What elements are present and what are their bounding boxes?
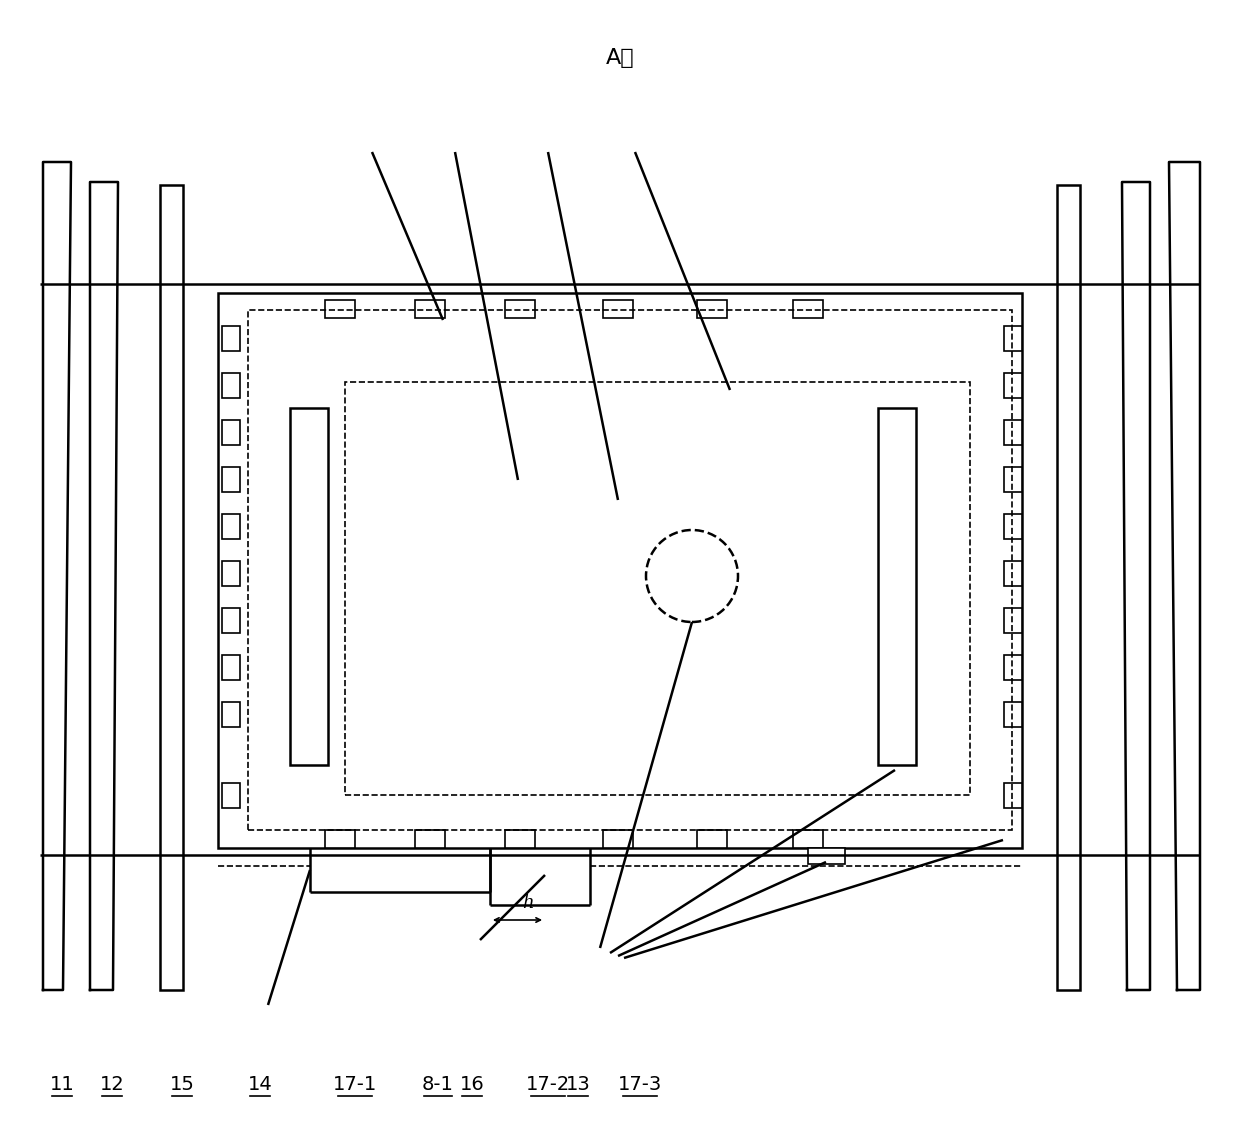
Bar: [603, 829, 632, 848]
Polygon shape: [43, 162, 71, 990]
Bar: [603, 300, 632, 318]
Bar: [1004, 655, 1022, 680]
Bar: [1004, 514, 1022, 539]
Bar: [1004, 420, 1022, 445]
Bar: [325, 829, 355, 848]
Text: 15: 15: [170, 1075, 195, 1094]
Text: 11: 11: [50, 1075, 74, 1094]
Bar: [222, 373, 241, 398]
Bar: [222, 467, 241, 492]
Bar: [345, 382, 970, 795]
Text: 17-2: 17-2: [526, 1075, 570, 1094]
Bar: [1056, 185, 1080, 990]
Bar: [222, 655, 241, 680]
Bar: [878, 408, 916, 765]
Text: 12: 12: [99, 1075, 124, 1094]
Bar: [505, 829, 534, 848]
Text: 14: 14: [248, 1075, 273, 1094]
Bar: [794, 300, 823, 318]
Bar: [697, 829, 727, 848]
Polygon shape: [1122, 181, 1149, 990]
Polygon shape: [91, 181, 118, 990]
Bar: [290, 408, 329, 765]
Bar: [1004, 607, 1022, 633]
Polygon shape: [1169, 162, 1200, 990]
Bar: [222, 607, 241, 633]
Bar: [505, 300, 534, 318]
Bar: [808, 848, 844, 864]
Bar: [415, 829, 445, 848]
Bar: [1004, 467, 1022, 492]
Bar: [697, 300, 727, 318]
Text: h: h: [522, 894, 533, 912]
Bar: [1004, 326, 1022, 350]
Bar: [222, 514, 241, 539]
Bar: [1004, 783, 1022, 808]
Text: 17-3: 17-3: [618, 1075, 662, 1094]
Text: 17-1: 17-1: [332, 1075, 377, 1094]
Bar: [222, 326, 241, 350]
Bar: [222, 420, 241, 445]
Bar: [218, 293, 1022, 848]
Text: 16: 16: [460, 1075, 485, 1094]
Text: 13: 13: [565, 1075, 590, 1094]
Bar: [415, 300, 445, 318]
Bar: [325, 300, 355, 318]
Bar: [160, 185, 184, 990]
Bar: [222, 561, 241, 586]
Bar: [248, 310, 1012, 829]
Bar: [222, 702, 241, 727]
Bar: [1004, 373, 1022, 398]
Text: 8-1: 8-1: [422, 1075, 454, 1094]
Bar: [794, 829, 823, 848]
Text: A向: A向: [605, 48, 635, 68]
Bar: [1004, 561, 1022, 586]
Bar: [222, 783, 241, 808]
Bar: [1004, 702, 1022, 727]
